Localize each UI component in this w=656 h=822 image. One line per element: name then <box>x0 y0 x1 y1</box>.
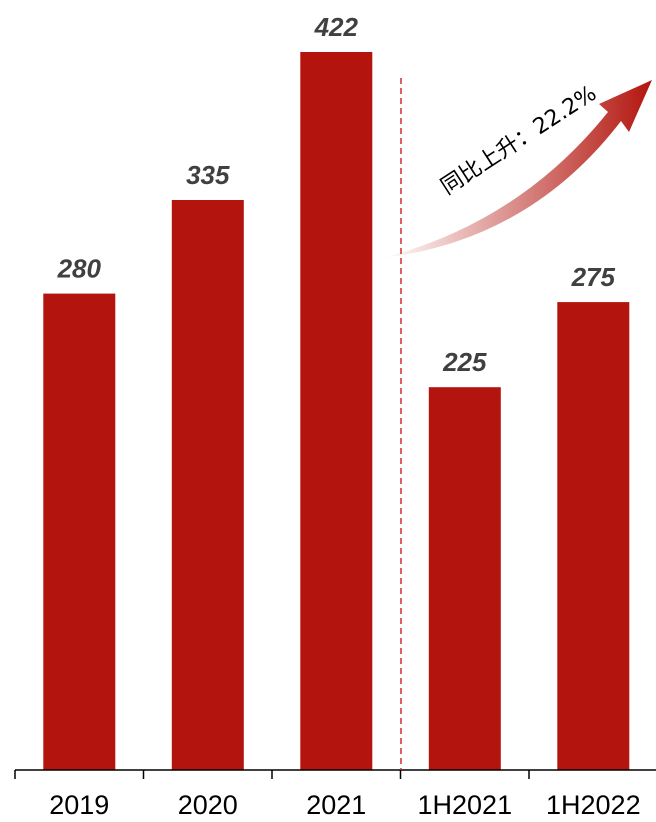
x-tick-label-group: 2019 2020 2021 1H2021 1H2022 <box>49 790 640 820</box>
x-tick-label-2020: 2020 <box>178 790 238 820</box>
bar-group <box>43 52 630 770</box>
data-label-1H2021: 225 <box>442 347 487 377</box>
data-label-group: 280 335 422 225 275 <box>57 12 616 377</box>
data-label-2019: 280 <box>57 254 102 284</box>
data-label-2020: 335 <box>186 160 230 190</box>
x-tick-label-1H2021: 1H2021 <box>418 790 513 820</box>
x-tick-label-2021: 2021 <box>306 790 366 820</box>
bar-2019 <box>43 293 116 770</box>
growth-label: 同比上升：22.2% <box>437 81 601 200</box>
x-tick-group <box>14 770 530 779</box>
bar-2020 <box>171 200 244 770</box>
bar-1H2022 <box>557 302 630 770</box>
x-tick-label-2019: 2019 <box>49 790 109 820</box>
bar-2021 <box>300 52 373 770</box>
data-label-1H2022: 275 <box>571 262 616 292</box>
data-label-2021: 422 <box>314 12 359 42</box>
growth-arrow <box>383 80 652 258</box>
bar-1H2021 <box>428 387 501 770</box>
x-tick-label-1H2022: 1H2022 <box>546 790 641 820</box>
